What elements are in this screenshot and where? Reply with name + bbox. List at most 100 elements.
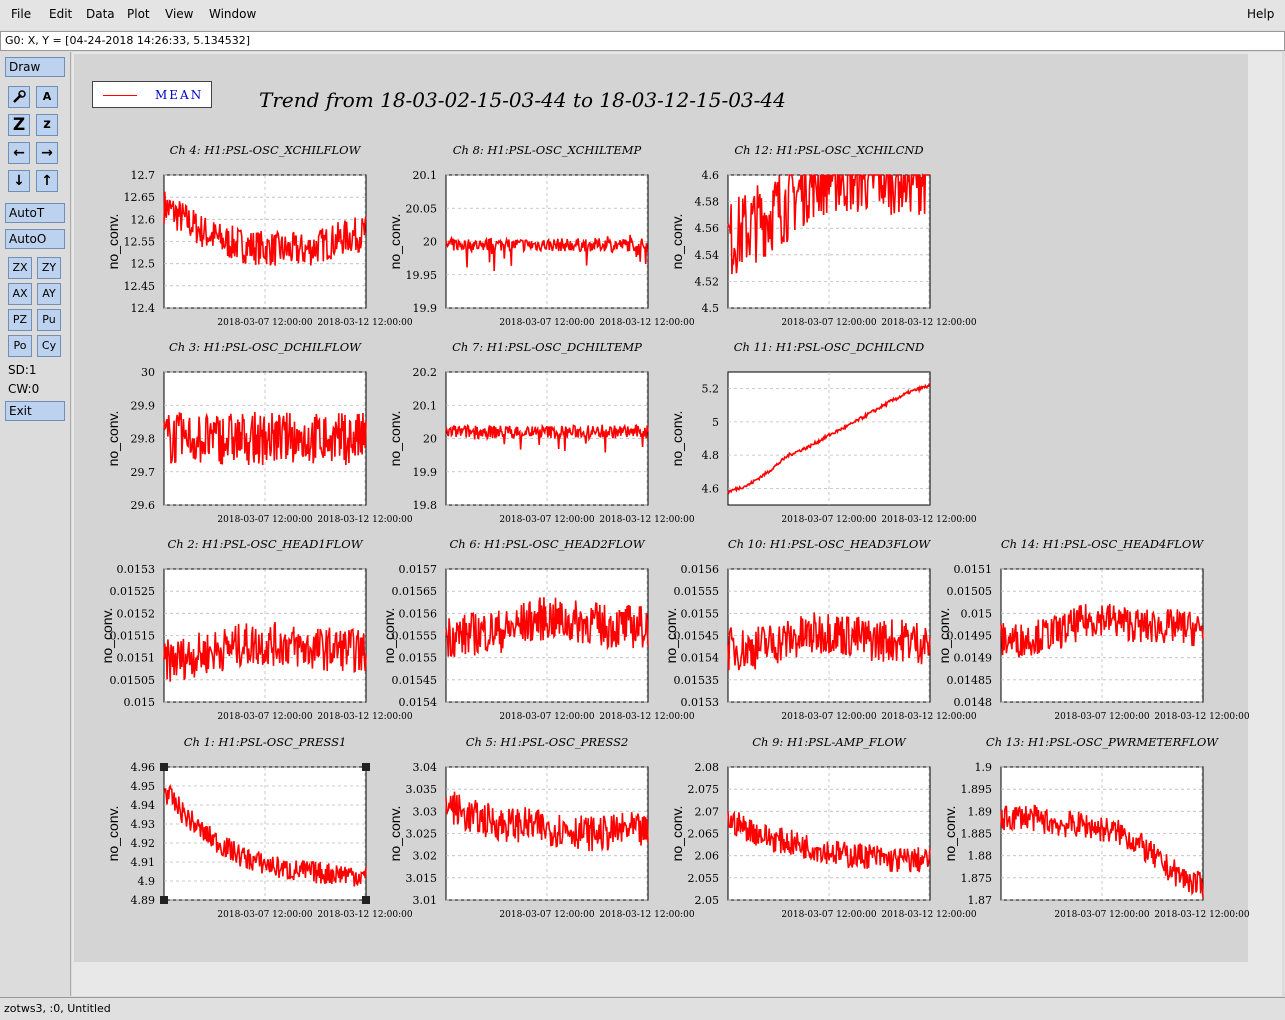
selection-handle [160, 763, 168, 771]
x-tick-label: 2018-03-07 12:00:00 [499, 910, 594, 920]
cy-button[interactable]: Cy [37, 335, 61, 357]
y-tick-label: 4.91 [131, 856, 156, 869]
zoom-small-icon[interactable]: z [36, 114, 58, 136]
y-tick-label: 0.0155 [681, 607, 720, 620]
y-tick-label: 29.7 [131, 466, 156, 479]
y-tick-label: 1.88 [968, 850, 993, 863]
arrow-up-icon[interactable]: ↑ [36, 170, 58, 192]
y-tick-label: 0.0155 [399, 652, 438, 665]
y-axis-label: no_conv. [381, 608, 397, 664]
y-tick-label: 0.01515 [110, 630, 156, 643]
y-tick-label: 2.06 [695, 850, 720, 863]
chart-title: Trend from 18-03-02-15-03-44 to 18-03-12… [259, 88, 786, 112]
x-tick-label: 2018-03-12 12:00:00 [317, 712, 412, 722]
y-tick-label: 12.7 [131, 169, 156, 182]
x-tick-label: 2018-03-07 12:00:00 [499, 318, 594, 328]
x-tick-label: 2018-03-07 12:00:00 [1054, 712, 1149, 722]
wrench-icon[interactable] [8, 86, 30, 108]
menu-window[interactable]: Window [209, 7, 257, 21]
y-tick-label: 4.89 [131, 894, 156, 907]
y-tick-label: 0.0154 [399, 696, 438, 709]
x-tick-label: 2018-03-07 12:00:00 [781, 712, 876, 722]
ax-button[interactable]: AX [8, 283, 32, 305]
menu-view[interactable]: View [165, 7, 194, 21]
y-tick-label: 2.05 [695, 894, 720, 907]
panel-title: Ch 12: H1:PSL-OSC_XCHILCND [734, 143, 923, 157]
panel-title: Ch 4: H1:PSL-OSC_XCHILFLOW [170, 143, 362, 157]
selection-handle [160, 896, 168, 904]
y-tick-label: 19.95 [406, 269, 438, 282]
menu-file[interactable]: File [11, 7, 32, 21]
menu-bar: File Edit Data Plot View Window Help [0, 0, 1285, 30]
y-tick-label: 2.065 [688, 828, 720, 841]
x-tick-label: 2018-03-12 12:00:00 [599, 515, 694, 525]
pz-button[interactable]: PZ [8, 309, 32, 331]
series-line [1000, 804, 1204, 899]
x-tick-label: 2018-03-12 12:00:00 [599, 910, 694, 920]
y-tick-label: 3.025 [406, 828, 438, 841]
y-tick-label: 3.02 [413, 850, 438, 863]
panel-title: Ch 8: H1:PSL-OSC_XCHILTEMP [453, 143, 642, 157]
y-tick-label: 12.45 [124, 280, 156, 293]
menu-help[interactable]: Help [1247, 7, 1275, 21]
x-tick-label: 2018-03-07 12:00:00 [781, 318, 876, 328]
y-tick-label: 4.8 [702, 449, 720, 462]
y-tick-label: 3.035 [406, 783, 438, 796]
y-tick-label: 0.0151 [954, 563, 993, 576]
zy-button[interactable]: ZY [37, 257, 61, 279]
panel-title: Ch 5: H1:PSL-OSC_PRESS2 [466, 735, 629, 749]
panel-title: Ch 10: H1:PSL-OSC_HEAD3FLOW [728, 537, 932, 551]
panel-title: Ch 1: H1:PSL-OSC_PRESS1 [184, 735, 347, 749]
y-tick-label: 12.65 [124, 191, 156, 204]
legend-label: MEAN [155, 88, 204, 102]
arrow-down-icon[interactable]: ↓ [8, 170, 30, 192]
po-button[interactable]: Po [8, 335, 32, 357]
series-line [445, 597, 649, 657]
arrow-right-icon[interactable]: → [36, 142, 58, 164]
zoom-large-icon[interactable]: Z [8, 114, 30, 136]
series-line [727, 612, 931, 671]
x-tick-label: 2018-03-07 12:00:00 [217, 515, 312, 525]
y-tick-label: 4.93 [131, 818, 156, 831]
draw-button[interactable]: Draw [5, 57, 65, 77]
y-tick-label: 19.8 [413, 499, 438, 512]
panel-title: Ch 3: H1:PSL-OSC_DCHILFLOW [169, 340, 362, 354]
y-tick-label: 0.015 [961, 607, 993, 620]
y-axis-label: no_conv. [942, 806, 958, 862]
auto-t-button[interactable]: AutoT [5, 203, 65, 223]
menu-edit[interactable]: Edit [49, 7, 73, 21]
y-tick-label: 4.94 [131, 799, 156, 812]
series-line [727, 383, 930, 495]
y-tick-label: 1.885 [961, 828, 993, 841]
status-bar: zotws3, :0, Untitled [0, 997, 1285, 1020]
y-axis-label: no_conv. [669, 214, 685, 270]
x-tick-label: 2018-03-12 12:00:00 [317, 910, 412, 920]
y-tick-label: 12.6 [131, 213, 156, 226]
auto-o-button[interactable]: AutoO [5, 229, 65, 249]
pu-button[interactable]: Pu [37, 309, 61, 331]
x-tick-label: 2018-03-12 12:00:00 [599, 712, 694, 722]
menu-data[interactable]: Data [86, 7, 115, 21]
y-tick-label: 4.58 [695, 196, 720, 209]
selection-handle [362, 763, 370, 771]
y-tick-label: 0.01495 [947, 630, 993, 643]
text-icon[interactable]: A [36, 86, 58, 108]
menu-plot[interactable]: Plot [127, 7, 150, 21]
y-tick-label: 0.0153 [681, 696, 720, 709]
exit-button[interactable]: Exit [5, 401, 65, 421]
y-tick-label: 0.0149 [954, 652, 993, 665]
y-axis-label: no_conv. [387, 806, 403, 862]
ay-button[interactable]: AY [37, 283, 61, 305]
y-tick-label: 4.52 [695, 275, 720, 288]
x-tick-label: 2018-03-12 12:00:00 [881, 318, 976, 328]
zx-button[interactable]: ZX [8, 257, 32, 279]
y-tick-label: 29.9 [131, 399, 156, 412]
arrow-left-icon[interactable]: ← [8, 142, 30, 164]
y-tick-label: 4.92 [131, 837, 156, 850]
y-tick-label: 29.8 [131, 433, 156, 446]
y-tick-label: 0.0153 [117, 563, 156, 576]
panel-title: Ch 9: H1:PSL-AMP_FLOW [752, 735, 907, 749]
y-tick-label: 0.0151 [117, 652, 156, 665]
series-line [445, 234, 649, 272]
y-tick-label: 0.01545 [392, 674, 438, 687]
